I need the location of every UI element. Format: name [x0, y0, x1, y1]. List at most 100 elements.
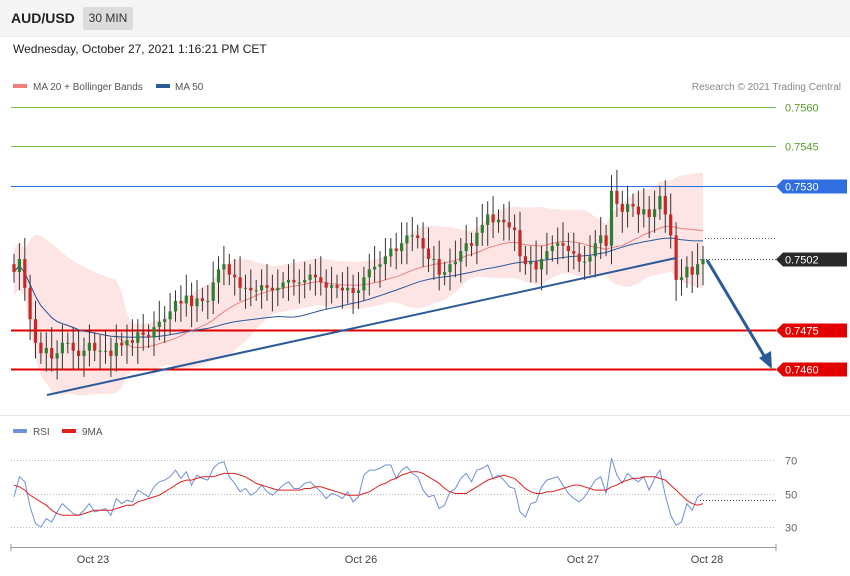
candle-body — [77, 350, 81, 356]
candle-body — [33, 319, 38, 343]
candle-body — [367, 269, 371, 278]
candle-body — [28, 287, 32, 320]
candle-body — [496, 219, 501, 223]
forecast-arrow-head — [759, 351, 772, 369]
candle-body — [480, 224, 484, 233]
candle-body — [50, 348, 54, 359]
candle-body — [346, 287, 350, 291]
candle-body — [518, 230, 522, 257]
candle-body — [335, 285, 339, 288]
candle-body — [529, 261, 533, 265]
candle-body — [130, 340, 134, 343]
candle-body — [609, 190, 614, 246]
candle-body — [389, 248, 393, 257]
rsi-level-label-70: 70 — [785, 456, 797, 468]
ma20-legend-swatch — [13, 84, 27, 88]
candle-body — [469, 243, 474, 246]
candle-body — [286, 279, 291, 283]
candle-body — [653, 209, 657, 218]
candle-body — [168, 311, 172, 320]
candle-body — [281, 282, 285, 288]
rsi-ma-line — [13, 471, 704, 516]
candle-body — [303, 279, 307, 283]
candle-body — [566, 245, 570, 252]
timestamp: Wednesday, October 27, 2021 1:16:21 PM C… — [13, 42, 267, 56]
candle-body — [491, 214, 495, 223]
candle-body — [222, 264, 226, 270]
candle-body — [464, 243, 468, 252]
candle-body — [60, 342, 64, 354]
rsi-level-label-30: 30 — [785, 523, 797, 535]
ma50-legend-label: MA 50 — [175, 82, 204, 93]
candle-body — [453, 261, 457, 265]
candle-body — [276, 287, 280, 291]
candle-body — [265, 285, 269, 288]
candle-body — [405, 235, 409, 244]
candle-body — [383, 256, 387, 265]
candle-body — [356, 290, 361, 293]
candle-body — [685, 266, 689, 278]
candle-body — [319, 277, 323, 283]
candle-body — [12, 264, 16, 273]
candle-body — [437, 259, 441, 275]
rsi-ma-legend-label: 9MA — [82, 427, 103, 438]
candle-body — [475, 232, 479, 246]
candle-body — [426, 248, 431, 259]
rsi-legend-swatch — [13, 429, 27, 433]
rsi-panel: 70 50 30 — [11, 456, 797, 535]
candle-body — [615, 190, 619, 204]
candle-body — [642, 209, 646, 215]
ma50-legend-swatch — [156, 84, 170, 88]
candle-body — [340, 287, 344, 291]
candle-body — [556, 243, 560, 246]
candle-body — [55, 353, 59, 359]
candle-body — [260, 285, 264, 291]
candle-body — [583, 261, 587, 263]
candle-body — [308, 274, 312, 280]
candle-body — [701, 259, 705, 265]
candle-body — [690, 266, 694, 275]
candle-body — [513, 227, 517, 231]
level-label-0.7545: 0.7545 — [785, 142, 819, 154]
candle-body — [550, 245, 554, 252]
candle-body — [249, 287, 253, 291]
candle-body — [17, 259, 21, 273]
candle-body — [66, 342, 70, 344]
candle-body — [539, 259, 544, 270]
rsi-legend-label: RSI — [33, 427, 50, 438]
research-credit: Research © 2021 Trading Central — [692, 82, 841, 93]
level-tags: 0.7560 0.7545 0.7530 0.7502 0.7475 0.7460 — [776, 103, 847, 377]
candle-body — [534, 261, 538, 270]
level-lines — [11, 107, 776, 371]
rsi-level-label-50: 50 — [785, 490, 797, 502]
level-label-0.7560: 0.7560 — [785, 103, 819, 115]
level-tag-0.7502 — [776, 252, 847, 267]
candle-body — [103, 350, 108, 352]
candle-body — [507, 222, 511, 228]
candle-body — [626, 203, 630, 212]
candle-body — [523, 256, 527, 265]
candle-body — [324, 282, 328, 288]
x-tick-label-1: Oct 26 — [345, 554, 377, 566]
candle-body — [206, 300, 210, 302]
candle-body — [696, 264, 700, 275]
candle-body — [572, 251, 576, 254]
candle-body — [459, 251, 463, 262]
level-tag-text-0.7530: 0.7530 — [785, 182, 819, 194]
candle-body — [125, 340, 129, 346]
level-tag-text-0.7502: 0.7502 — [785, 255, 819, 267]
ma20-legend-label: MA 20 + Bollinger Bands — [33, 82, 143, 93]
candle-body — [313, 274, 317, 278]
candle-body — [93, 342, 97, 351]
timeframe-button[interactable]: 30 MIN — [83, 7, 133, 30]
candle-body — [87, 342, 91, 351]
candle-body — [658, 196, 662, 210]
candle-body — [663, 196, 667, 215]
x-tick-label-3: Oct 28 — [691, 554, 723, 566]
candle-body — [631, 203, 635, 207]
candle-body — [410, 235, 414, 237]
candle-body — [378, 264, 382, 267]
candle-body — [351, 287, 355, 293]
